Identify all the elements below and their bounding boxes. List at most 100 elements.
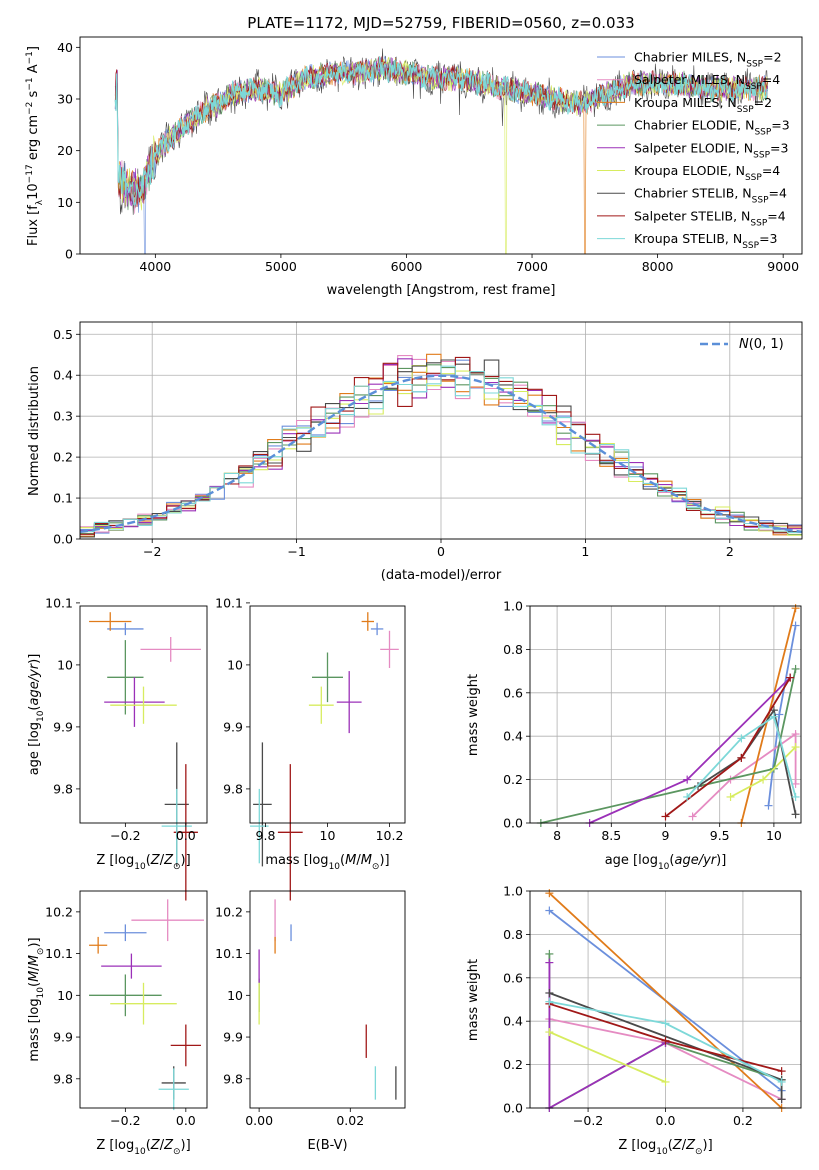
legend-label: Salpeter ELODIE, NSSP=3 xyxy=(634,140,788,160)
x-tick-label: 10 xyxy=(320,828,336,843)
legend-label: Kroupa MILES, NSSP=2 xyxy=(634,95,772,115)
x-tick-label: −0.2 xyxy=(110,828,140,843)
y-axis-label: age [log10(age/yr)] xyxy=(27,654,46,776)
y-tick-label: 9.9 xyxy=(53,1030,73,1045)
y-axis-label: mass [log10(M/M⊙)] xyxy=(27,937,46,1061)
y-tick-label: 10 xyxy=(57,988,73,1003)
y-tick-label: 0.0 xyxy=(53,532,73,547)
subplot-3: 9.8 10 10.2 9.8 9.9 10 10.1 mass [log10(M/M⊙)] xyxy=(215,595,406,901)
axes-frame xyxy=(79,605,208,824)
x-tick-label: −1 xyxy=(287,544,305,559)
y-tick-label: 30 xyxy=(57,92,73,107)
subplot-1: −2 −1 0 1 2 0.0 0.1 0.2 0.3 0.4 0.5 N(0, 1) (data-mo… xyxy=(27,321,803,583)
y-tick-label: 0.1 xyxy=(53,491,73,506)
axes-frame xyxy=(79,321,803,540)
y-tick-label: 10.1 xyxy=(45,946,73,961)
chart-title: PLATE=1172, MJD=52759, FIBERID=0560, z=0… xyxy=(247,14,634,32)
mass-weight-line xyxy=(540,668,797,824)
legend-label: Chabrier STELIB, NSSP=4 xyxy=(634,186,787,206)
y-tick-label: 0 xyxy=(65,247,73,262)
legend-label: Kroupa ELODIE, NSSP=4 xyxy=(634,163,780,183)
x-tick-label: −2 xyxy=(143,544,161,559)
subplot-2: −0.2 0.0 9.8 9.9 10 10.1 Z [log10(Z/Z⊙)] age [l… xyxy=(27,595,208,901)
plot-area xyxy=(89,612,201,901)
y-tick-label: 10.1 xyxy=(215,595,243,610)
x-tick-label: 0 xyxy=(437,544,445,559)
x-axis-label: (data-model)/error xyxy=(381,568,502,583)
y-axis-label: mass weight xyxy=(466,959,481,1041)
plot-area xyxy=(250,612,399,901)
mass-weight-line xyxy=(548,892,783,1109)
x-tick-label: 0.2 xyxy=(733,1113,753,1128)
subplot-0: 4000 5000 6000 7000 8000 9000 0 10 20 30 40 PLATE=1… xyxy=(25,14,803,298)
subplot-5: −0.2 0.0 9.8 9.9 10 10.1 10.2 Z [log10(Z/Z⊙)] ma… xyxy=(27,890,208,1157)
legend-label: Chabrier ELODIE, NSSP=3 xyxy=(634,118,790,138)
x-tick-label: 8 xyxy=(553,828,561,843)
x-tick-label: 8000 xyxy=(642,259,674,274)
x-tick-label: 7000 xyxy=(516,259,548,274)
x-axis-label: Z [log10(Z/Z⊙)] xyxy=(96,853,190,872)
axes-frame xyxy=(79,36,803,255)
y-tick-label: 9.9 xyxy=(223,719,243,734)
spectrum-lines xyxy=(114,48,769,254)
legend-label: Chabrier MILES, NSSP=2 xyxy=(634,50,782,70)
spectrum-line xyxy=(114,57,768,207)
subplot-7: −0.2 0.0 0.2 0.0 0.2 0.4 0.6 0.8 1.0 Z [log10(Z/Z… xyxy=(466,884,802,1157)
legend-label: Salpeter MILES, NSSP=4 xyxy=(634,72,780,92)
histogram-step xyxy=(80,359,802,538)
x-tick-label: 1 xyxy=(581,544,589,559)
axes-frame xyxy=(529,890,802,1109)
x-tick-label: 4000 xyxy=(139,259,171,274)
axes-frame xyxy=(79,890,208,1109)
x-tick-label: 5000 xyxy=(265,259,297,274)
mass-weight-line xyxy=(740,607,797,824)
y-tick-label: 10 xyxy=(57,657,73,672)
axes-frame xyxy=(249,605,406,824)
y-tick-label: 10.2 xyxy=(215,904,243,919)
x-axis-label: age [log10(age/yr)] xyxy=(605,853,727,872)
histograms xyxy=(80,353,802,538)
axes-frame xyxy=(249,890,406,1109)
normal-curve xyxy=(80,374,802,533)
x-tick-label: 0.0 xyxy=(656,1113,676,1128)
y-tick-label: 0.2 xyxy=(53,450,73,465)
x-axis-label: Z [log10(Z/Z⊙)] xyxy=(96,1138,190,1157)
y-tick-label: 0.8 xyxy=(503,927,523,942)
y-tick-label: 0.5 xyxy=(53,327,73,342)
x-tick-label: 9.8 xyxy=(256,828,276,843)
y-tick-label: 0.0 xyxy=(503,816,523,831)
y-tick-label: 0.4 xyxy=(503,729,523,744)
legend-label: Kroupa STELIB, NSSP=3 xyxy=(634,231,778,251)
y-tick-label: 9.8 xyxy=(53,781,73,796)
y-tick-label: 0.8 xyxy=(503,642,523,657)
y-tick-label: 9.8 xyxy=(53,1071,73,1086)
axes-frame xyxy=(529,605,802,824)
x-tick-label: 10 xyxy=(766,828,782,843)
x-tick-label: 6000 xyxy=(391,259,423,274)
y-tick-label: 9.9 xyxy=(53,719,73,734)
plot-area xyxy=(80,353,802,538)
x-tick-label: −0.2 xyxy=(110,1113,140,1128)
mass-weight-line xyxy=(664,677,791,818)
legend-label: N(0, 1) xyxy=(739,337,784,352)
mass-weight-line xyxy=(697,707,797,815)
plot-area xyxy=(89,899,204,1111)
x-tick-label: 0.02 xyxy=(336,1113,364,1128)
x-tick-label: 8.5 xyxy=(601,828,621,843)
y-tick-label: 0.0 xyxy=(503,1101,523,1116)
x-tick-label: 0.0 xyxy=(176,1113,196,1128)
y-tick-label: 1.0 xyxy=(503,599,523,614)
y-tick-label: 20 xyxy=(57,143,73,158)
y-tick-label: 0.4 xyxy=(503,1014,523,1029)
y-tick-label: 10 xyxy=(227,988,243,1003)
x-tick-label: 0.0 xyxy=(176,828,196,843)
subplot-6: 0.00 0.02 9.8 9.9 10 10.1 10.2 E(B-V) xyxy=(215,890,406,1153)
mass-weight-line xyxy=(549,1031,666,1083)
legend-label: Salpeter STELIB, NSSP=4 xyxy=(634,208,786,228)
y-tick-label: 40 xyxy=(57,40,73,55)
y-tick-label: 9.9 xyxy=(223,1030,243,1045)
plot-area xyxy=(258,899,397,1100)
mass-weight-line xyxy=(691,732,797,818)
y-tick-label: 10 xyxy=(57,195,73,210)
spectrum-line xyxy=(114,56,768,208)
